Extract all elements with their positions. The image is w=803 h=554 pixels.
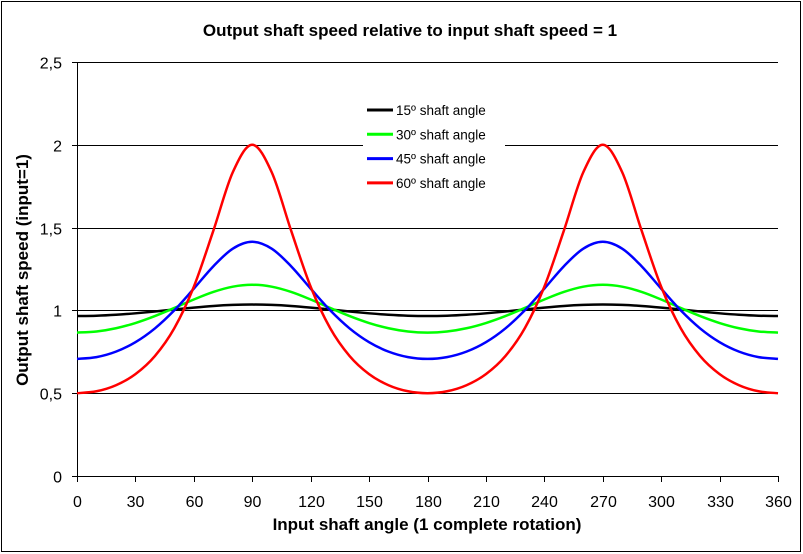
x-tick-label: 60 <box>186 494 204 511</box>
x-tick-label: 360 <box>765 494 792 511</box>
x-tick-label: 180 <box>415 494 442 511</box>
y-tick-label: 1 <box>53 304 62 321</box>
legend-label: 45º shaft angle <box>396 152 486 167</box>
x-tick-label: 210 <box>473 494 500 511</box>
x-tick-label: 330 <box>707 494 734 511</box>
series-line-1 <box>76 303 779 318</box>
x-tick-label: 30 <box>127 494 145 511</box>
x-axis-label: Input shaft angle (1 complete rotation) <box>273 515 582 534</box>
legend-background <box>363 97 505 195</box>
x-tick-label: 300 <box>648 494 675 511</box>
x-tick-label: 120 <box>298 494 325 511</box>
series-line-4 <box>76 143 779 395</box>
y-tick-label: 2 <box>53 139 62 156</box>
legend: 15º shaft angle 30º shaft angle 45º shaft … <box>363 97 505 195</box>
x-tick-label: 240 <box>531 494 558 511</box>
x-tick-label: 150 <box>356 494 383 511</box>
legend-label: 30º shaft angle <box>396 127 486 142</box>
x-tick-label: 270 <box>590 494 617 511</box>
legend-label: 60º shaft angle <box>396 176 486 191</box>
y-axis-label: Output shaft speed (input=1) <box>13 154 32 386</box>
series-line-2 <box>76 283 779 334</box>
y-tick-label: 1,5 <box>40 222 62 239</box>
x-tick-label: 90 <box>244 494 262 511</box>
y-tick-label: 0 <box>53 470 62 487</box>
y-tick-label: 0,5 <box>40 387 62 404</box>
y-tick-label: 2,5 <box>40 56 62 73</box>
x-tick-label: 0 <box>73 494 82 511</box>
chart-title: Output shaft speed relative to input sha… <box>203 21 617 40</box>
legend-label: 15º shaft angle <box>396 103 486 118</box>
